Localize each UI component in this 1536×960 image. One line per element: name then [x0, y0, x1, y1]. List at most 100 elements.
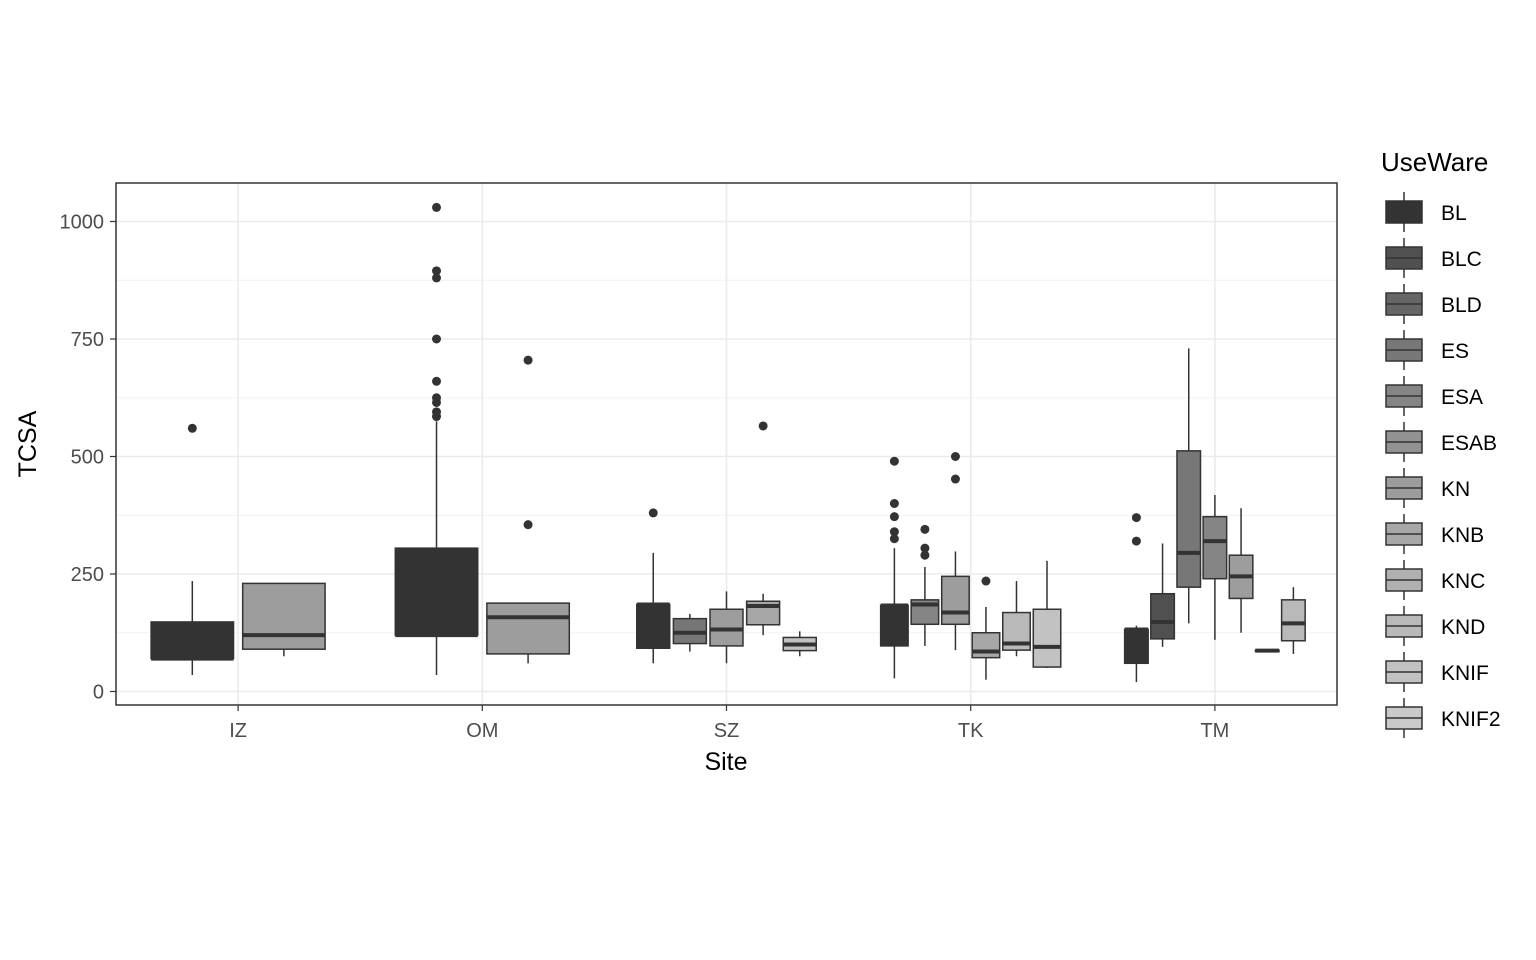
outlier-point: [432, 202, 442, 212]
x-tick-label: TM: [1200, 720, 1229, 742]
box-body: [879, 604, 909, 647]
y-tick-label: 0: [93, 682, 104, 704]
box-body: [394, 547, 479, 636]
x-tick-label: IZ: [229, 720, 247, 742]
outlier-point: [523, 520, 533, 530]
box-TM-KND: [1280, 587, 1306, 654]
outlier-point: [648, 508, 658, 518]
box-TK-KN: [940, 452, 970, 651]
outlier-point: [920, 524, 930, 534]
box-TM-KN: [1228, 508, 1254, 633]
y-tick-label: 750: [71, 329, 104, 351]
outlier-point: [432, 407, 442, 417]
outlier-point: [889, 512, 899, 522]
outlier-point: [432, 273, 442, 283]
box-SZ-KNB: [745, 421, 781, 636]
outlier-point: [432, 393, 442, 403]
box-body: [150, 621, 235, 660]
outlier-point: [981, 576, 991, 586]
box-TM-KNB: [1254, 648, 1280, 653]
outlier-point: [1131, 536, 1141, 546]
legend-label: KNC: [1441, 570, 1485, 593]
outlier-point: [950, 474, 960, 484]
box-body: [1280, 599, 1306, 642]
y-tick-label: 500: [71, 447, 104, 469]
box-TM-BLC: [1150, 543, 1176, 647]
box-IZ-KN: [241, 582, 326, 657]
outlier-point: [187, 423, 197, 433]
outlier-point: [523, 355, 533, 365]
y-tick-label: 1000: [60, 212, 105, 234]
legend-key-KND: KND: [1385, 606, 1485, 646]
legend-key-box: [1385, 200, 1423, 224]
legend-key-KNB: KNB: [1385, 514, 1484, 554]
legend-key-ES: ES: [1385, 330, 1469, 370]
boxes: [150, 202, 1306, 683]
outlier-point: [920, 543, 930, 553]
y-axis-title: TCSA: [14, 410, 42, 477]
legend-key-KNIF: KNIF: [1385, 652, 1489, 692]
x-axis-title: Site: [704, 748, 747, 776]
outlier-point: [432, 334, 442, 344]
outlier-point: [1131, 513, 1141, 523]
box-body: [1123, 628, 1149, 665]
outlier-point: [432, 266, 442, 276]
box-body: [971, 632, 1001, 659]
box-OM-BL: [394, 202, 479, 676]
legend-label: BLC: [1441, 248, 1482, 271]
legend-label: ESA: [1441, 386, 1483, 409]
y-tick-label: 250: [71, 564, 104, 586]
box-body: [940, 575, 970, 626]
outlier-point: [889, 527, 899, 537]
x-tick-label: OM: [466, 720, 498, 742]
legend-label: KND: [1441, 616, 1485, 639]
axes: 0 250 500 750 1000 IZ OM SZ TK TM: [60, 212, 1230, 743]
box-body: [1150, 592, 1176, 640]
box-IZ-BL: [150, 423, 235, 676]
box-TK-KNB: [971, 576, 1001, 680]
outlier-point: [920, 550, 930, 560]
box-body: [1176, 450, 1202, 588]
legend-key-BLD: BLD: [1385, 284, 1482, 324]
legend-label: KN: [1441, 478, 1470, 501]
box-body: [1032, 608, 1062, 668]
box-OM-KN: [486, 355, 571, 664]
box-TK-KNIF: [1032, 560, 1062, 668]
outlier-point: [889, 534, 899, 544]
legend: BL BLC BLD ES ESA ESAB KN KNB KNC KND KNIF KNIF2: [1385, 192, 1501, 738]
x-tick-label: SZ: [714, 720, 740, 742]
box-body: [241, 582, 326, 650]
legend-label: ESAB: [1441, 432, 1497, 455]
outlier-point: [889, 456, 899, 466]
box-TM-ES: [1176, 348, 1202, 624]
box-TK-KND: [1002, 581, 1031, 657]
box-TK-BL: [879, 456, 909, 679]
box-TK-ESA: [910, 524, 940, 646]
legend-label: ES: [1441, 340, 1469, 363]
legend-label: BLD: [1441, 294, 1482, 317]
box-body: [636, 603, 671, 650]
outlier-point: [432, 376, 442, 386]
outlier-point: [758, 421, 768, 431]
box-TM-ESA: [1202, 495, 1228, 640]
box-body: [1202, 515, 1228, 580]
outlier-point: [950, 452, 960, 461]
legend-key-BL: BL: [1385, 192, 1467, 232]
legend-label: BL: [1441, 202, 1467, 225]
outlier-point: [889, 499, 899, 508]
legend-key-ESAB: ESAB: [1385, 422, 1497, 462]
x-tick-label: TK: [958, 720, 984, 742]
box-SZ-BL: [636, 508, 671, 664]
legend-key-KNIF2: KNIF2: [1385, 698, 1501, 738]
legend-label: KNIF: [1441, 662, 1489, 685]
box-TM-BL: [1123, 513, 1149, 683]
legend-title: UseWare: [1381, 147, 1488, 177]
legend-key-BLC: BLC: [1385, 238, 1482, 278]
legend-key-ESA: ESA: [1385, 376, 1483, 416]
box-body: [486, 602, 571, 655]
box-SZ-KNIF: [782, 631, 817, 657]
legend-key-KNC: KNC: [1385, 560, 1485, 600]
legend-label: KNB: [1441, 524, 1484, 547]
legend-label: KNIF2: [1441, 708, 1501, 731]
